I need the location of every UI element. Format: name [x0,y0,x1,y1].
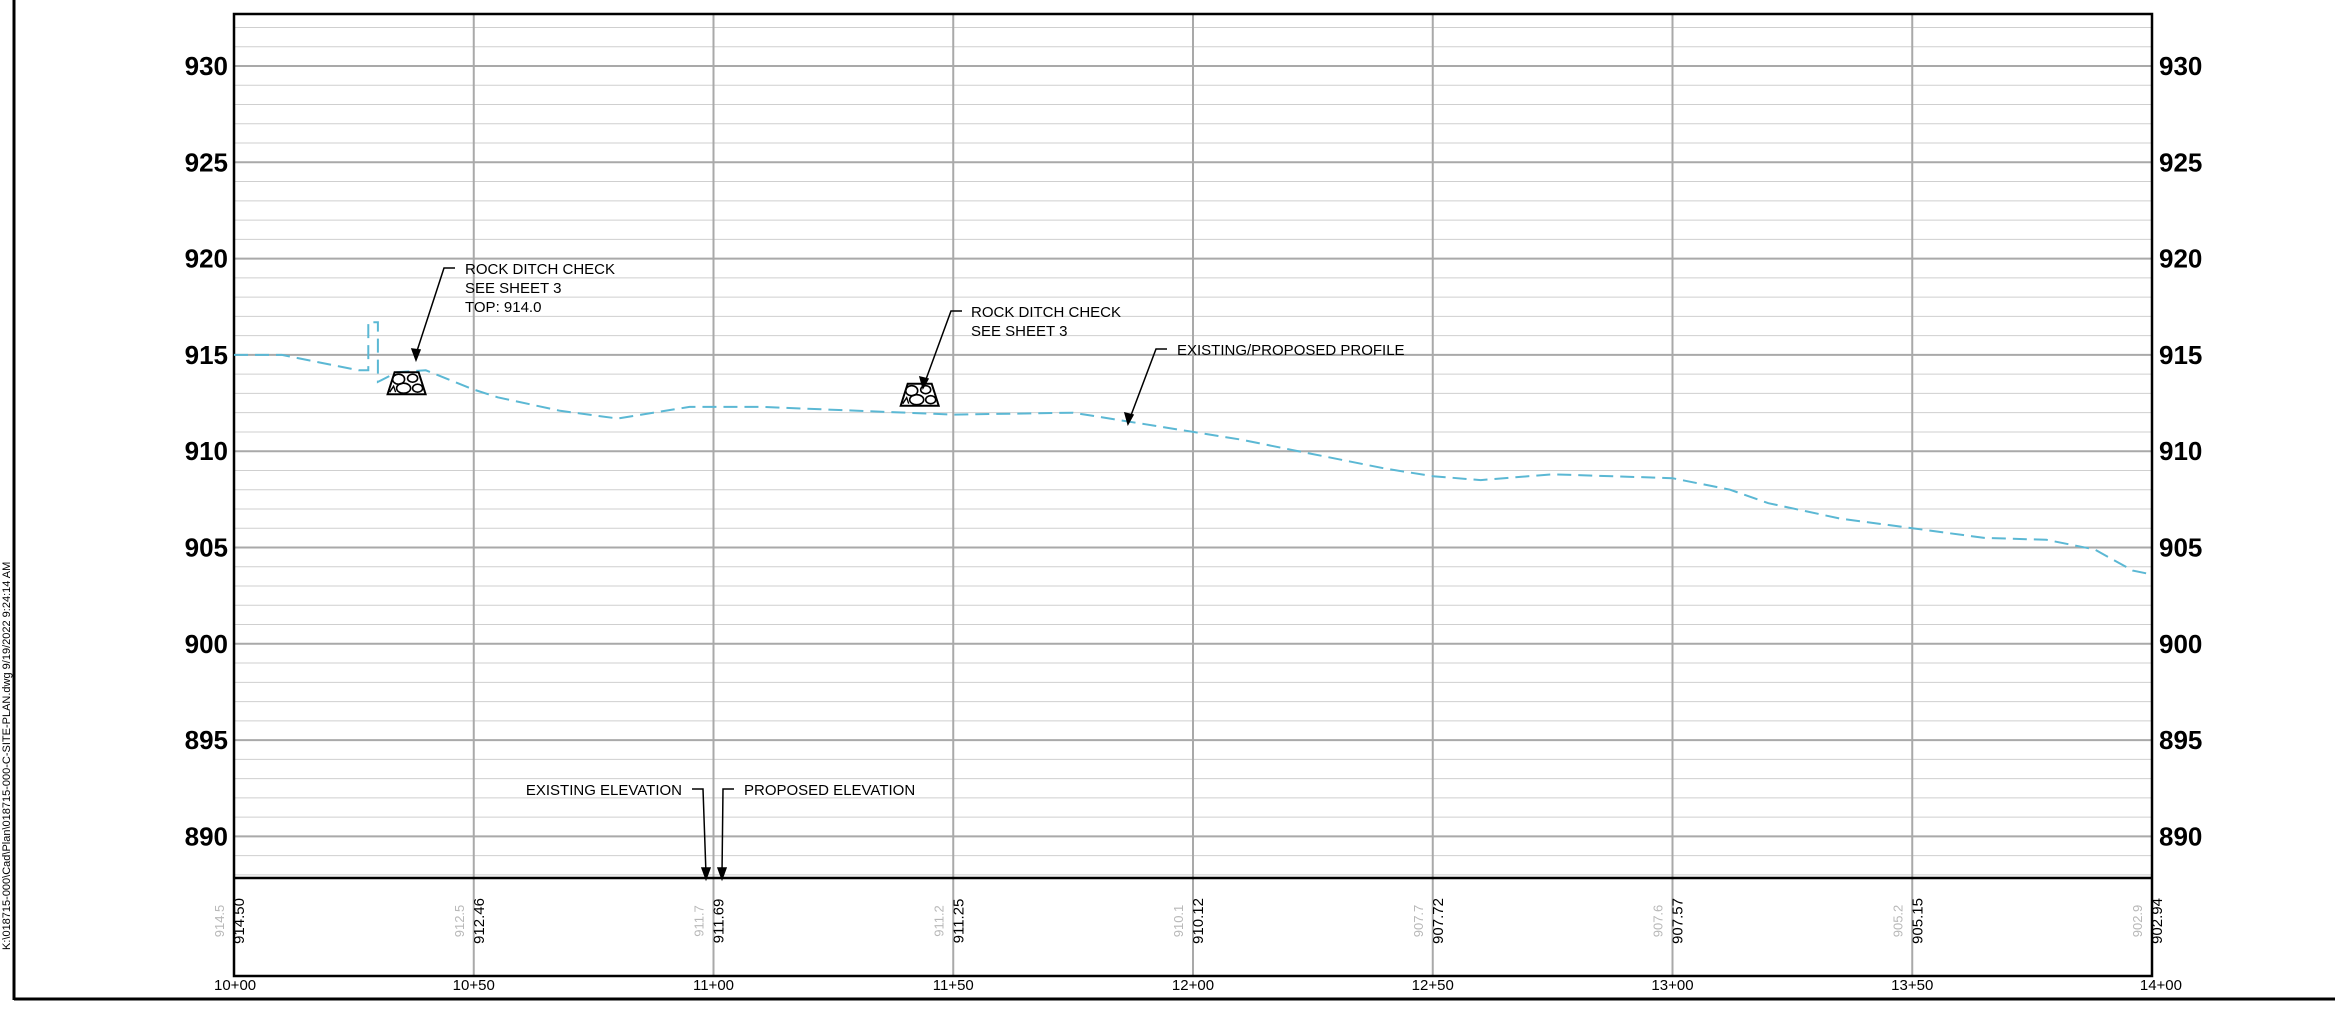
proposed-elevation-value: 912.46 [471,898,488,944]
elevation-label: 895 [2159,725,2202,755]
existing-elevation-value: 911.2 [931,905,946,937]
elevation-label: 905 [2159,533,2202,563]
annotation-leaders [410,267,1167,882]
existing-elevation-value: 914.5 [212,905,227,938]
existing-elevation-value: 907.6 [1651,905,1666,938]
rock-check-1-top: TOP: 914.0 [465,299,541,316]
elevation-label: 930 [185,51,228,81]
elevation-label: 925 [2159,147,2202,177]
elevation-label: 925 [185,147,228,177]
station-label: 11+00 [693,977,734,994]
station-label: 12+50 [1412,977,1454,994]
rock-check-2-title: ROCK DITCH CHECK [971,304,1121,321]
proposed-elevation-value: 911.69 [711,899,728,944]
profile-line [234,321,2153,576]
station-label: 13+50 [1891,977,1933,994]
elevation-label: 920 [2159,244,2202,274]
proposed-elevation-label: PROPOSED ELEVATION [744,782,915,799]
elevation-label: 915 [185,340,228,370]
rock-check-1-title: ROCK DITCH CHECK [465,261,615,278]
proposed-elevation-value: 902.94 [2149,898,2166,944]
elevation-labels-right: 930 925 920 915 910 905 900 895 890 [2159,51,2202,851]
station-label: 11+50 [933,977,974,994]
existing-elevation-value: 905.2 [1890,905,1905,938]
profile-frame [232,12,2154,978]
station-label: 14+00 [2140,977,2182,994]
elevation-label: 905 [185,533,228,563]
elevation-labels-left: 930 925 920 915 910 905 900 895 890 [185,51,228,851]
existing-elevation-value: 907.7 [1411,905,1426,938]
station-label: 10+50 [453,977,495,994]
elevation-label: 900 [185,629,228,659]
elevation-label: 915 [2159,340,2202,370]
rock-ditch-check-symbol [899,382,941,407]
profile-annotation: EXISTING/PROPOSED PROFILE [1177,342,1405,359]
existing-elevation-value: 902.9 [2130,905,2145,938]
existing-elevation-value: 911.7 [692,905,707,937]
existing-elevation-label: EXISTING ELEVATION [526,782,682,799]
rock-check-1-ref: SEE SHEET 3 [465,280,561,297]
station-label: 12+00 [1172,977,1214,994]
file-path: K:\018715-000\Cad\Plan\018715-000-C-SITE… [1,562,13,950]
proposed-elevation-value: 907.57 [1670,898,1687,944]
station-labels: 10+00 10+50 11+00 11+50 12+00 12+50 13+00 13+50… [214,977,2182,994]
elevation-label: 910 [2159,436,2202,466]
elevation-label: 895 [185,725,228,755]
rock-check-2-ref: SEE SHEET 3 [971,323,1067,340]
elevation-label: 910 [185,436,228,466]
elevation-label: 890 [185,821,228,851]
elevation-label: 920 [185,244,228,274]
proposed-elevation-value: 905.15 [1909,898,1926,944]
existing-elevation-value: 912.5 [452,905,467,938]
elevation-label: 890 [2159,821,2202,851]
proposed-elevation-value: 910.12 [1190,898,1207,944]
elevation-label: 900 [2159,629,2202,659]
proposed-elevation-value: 907.72 [1430,898,1447,944]
existing-elevation-value: 910.1 [1171,905,1186,938]
proposed-elevation-value: 911.25 [950,899,967,944]
elevation-values: 914.5 914.50 912.5 912.46 911.7 911.69 911.2 91… [212,898,2166,944]
station-label: 10+00 [214,977,256,994]
proposed-elevation-value: 914.50 [231,898,248,944]
station-label: 13+00 [1651,977,1693,994]
rock-ditch-check-symbol [386,371,427,396]
elevation-label: 930 [2159,51,2202,81]
major-gridlines [234,14,2152,976]
